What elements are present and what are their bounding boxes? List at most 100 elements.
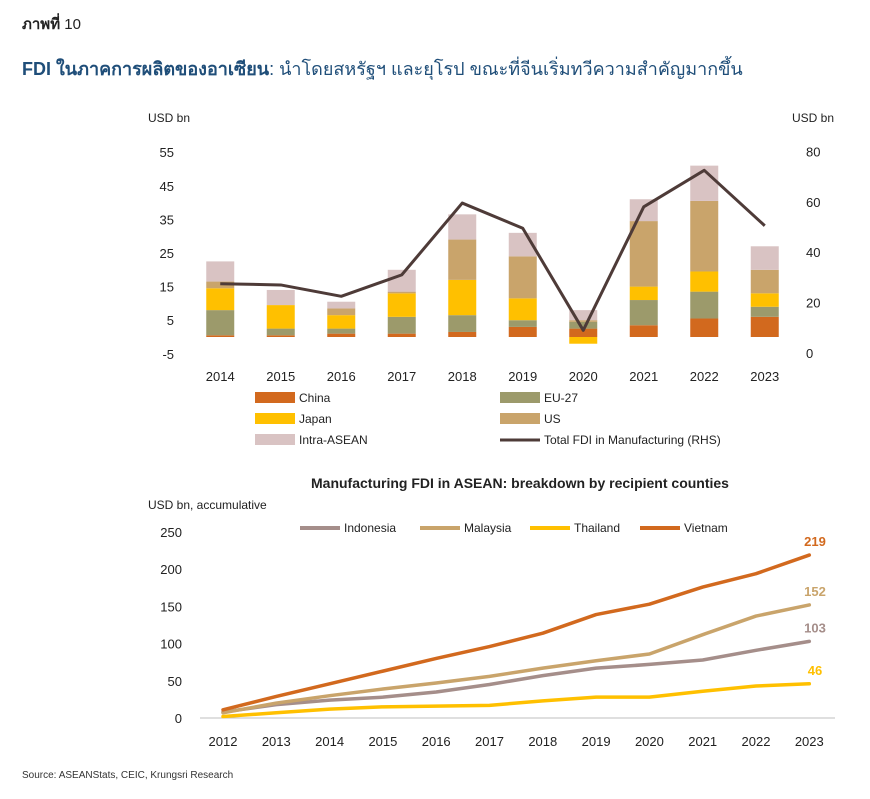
x-tick-label: 2018 bbox=[528, 734, 557, 749]
bar-segment-eu-27 bbox=[569, 321, 598, 329]
legend-label: China bbox=[299, 391, 331, 405]
bar-segment-intra-asean bbox=[448, 214, 477, 240]
legend-label: US bbox=[544, 412, 561, 426]
x-tick-label: 2021 bbox=[688, 734, 717, 749]
x-tick-label: 2015 bbox=[266, 369, 295, 384]
stacked-bar-chart: USD bn USD bn 55 45 35 25 15 5 -5 80 60 40 20 0 2014 20… bbox=[148, 111, 834, 447]
end-value-label: 103 bbox=[804, 620, 826, 635]
y-tick-left: 15 bbox=[160, 280, 174, 295]
legend-label: Thailand bbox=[574, 521, 620, 535]
bar-segment-us bbox=[387, 291, 416, 294]
x-tick-label: 2019 bbox=[582, 734, 611, 749]
headline: FDI ในภาคการผลิตของอาเซียน: นำโดยสหรัฐฯ … bbox=[22, 54, 743, 83]
figure-label: ภาพที่ 10 bbox=[22, 12, 81, 36]
series-line-thailand bbox=[221, 682, 812, 719]
end-value-label: 219 bbox=[804, 534, 826, 549]
bar-segment-eu-27 bbox=[327, 328, 356, 334]
bar-segment-eu-27 bbox=[508, 320, 537, 327]
x-tick-label: 2012 bbox=[209, 734, 238, 749]
bar-segment-china bbox=[750, 316, 779, 337]
x-tick-label: 2018 bbox=[448, 369, 477, 384]
bar-segment-eu-27 bbox=[690, 291, 719, 319]
bar-segment-us bbox=[690, 200, 719, 272]
x-tick-label: 2017 bbox=[387, 369, 416, 384]
legend-swatch bbox=[255, 434, 295, 445]
legend-label: Malaysia bbox=[464, 521, 512, 535]
bar-segment-intra-asean bbox=[206, 261, 235, 282]
y-tick-right: 80 bbox=[806, 144, 820, 159]
y-tick: 50 bbox=[168, 674, 182, 689]
y-tick: 150 bbox=[160, 599, 182, 614]
x-tick-label: 2017 bbox=[475, 734, 504, 749]
y-axis-label-right: USD bn bbox=[792, 111, 834, 125]
y-axis-label: USD bn, accumulative bbox=[148, 498, 267, 512]
bar-segment-us bbox=[508, 256, 537, 299]
bar-segment-intra-asean bbox=[750, 246, 779, 270]
bar-segment-intra-asean bbox=[266, 289, 295, 306]
bar-segment-china bbox=[206, 335, 235, 337]
bar-segment-japan bbox=[569, 337, 598, 344]
y-tick-right: 60 bbox=[806, 195, 820, 210]
bar-segment-us bbox=[750, 269, 779, 294]
source-note: Source: ASEANStats, CEIC, Krungsri Resea… bbox=[22, 770, 234, 781]
legend-label: Total FDI in Manufacturing (RHS) bbox=[544, 433, 721, 447]
bar-segment-japan bbox=[750, 293, 779, 307]
legend-label: Indonesia bbox=[344, 521, 396, 535]
chart-title: Manufacturing FDI in ASEAN: breakdown by… bbox=[311, 475, 729, 491]
x-tick-label: 2020 bbox=[569, 369, 598, 384]
x-tick-label: 2013 bbox=[262, 734, 291, 749]
bar-segment-china bbox=[448, 331, 477, 337]
series-line-malaysia bbox=[221, 603, 812, 715]
bar-segment-us bbox=[327, 308, 356, 316]
y-tick-left: -5 bbox=[162, 347, 174, 362]
legend-swatch bbox=[500, 392, 540, 403]
total-fdi-line bbox=[220, 168, 766, 332]
bar-segment-japan bbox=[690, 271, 719, 292]
y-tick-right: 20 bbox=[806, 296, 820, 311]
x-tick-label: 2016 bbox=[422, 734, 451, 749]
end-value-label: 46 bbox=[808, 663, 822, 678]
bar-segment-intra-asean bbox=[387, 269, 416, 292]
bar-segment-japan bbox=[266, 305, 295, 329]
y-axis-label-left: USD bn bbox=[148, 111, 190, 125]
series-line-vietnam bbox=[221, 553, 812, 712]
bar-segment-intra-asean bbox=[327, 301, 356, 309]
y-tick-left: 45 bbox=[160, 179, 174, 194]
bar-segment-china bbox=[508, 326, 537, 337]
y-tick-left: 25 bbox=[160, 246, 174, 261]
bar-segment-china bbox=[387, 333, 416, 337]
bar-segment-japan bbox=[629, 286, 658, 301]
bar-segment-japan bbox=[448, 279, 477, 316]
x-tick-label: 2020 bbox=[635, 734, 664, 749]
x-tick-label: 2019 bbox=[508, 369, 537, 384]
bar-segment-intra-asean bbox=[569, 310, 598, 321]
x-tick-label: 2014 bbox=[315, 734, 344, 749]
bar-segment-china bbox=[690, 318, 719, 337]
bar-segment-china bbox=[327, 333, 356, 337]
bar-segment-japan bbox=[508, 298, 537, 321]
bar-segment-china bbox=[629, 325, 658, 337]
bar-segment-eu-27 bbox=[750, 306, 779, 317]
bar-segment-japan bbox=[327, 315, 356, 329]
legend-swatch bbox=[500, 413, 540, 424]
bar-segment-eu-27 bbox=[387, 316, 416, 334]
headline-bold: FDI ในภาคการผลิตของอาเซียน bbox=[22, 59, 270, 79]
y-tick: 250 bbox=[160, 525, 182, 540]
legend-label: Intra-ASEAN bbox=[299, 433, 368, 447]
legend-label: EU-27 bbox=[544, 391, 578, 405]
x-tick-label: 2021 bbox=[629, 369, 658, 384]
y-tick-right: 0 bbox=[806, 346, 813, 361]
x-tick-label: 2016 bbox=[327, 369, 356, 384]
bar-segment-japan bbox=[206, 288, 235, 311]
y-tick-left: 55 bbox=[160, 145, 174, 160]
legend-swatch bbox=[255, 413, 295, 424]
headline-rest: : นำโดยสหรัฐฯ และยุโรป ขณะที่จีนเริ่มทวี… bbox=[269, 59, 743, 79]
legend-swatch bbox=[255, 392, 295, 403]
bar-segment-japan bbox=[387, 293, 416, 317]
x-tick-label: 2023 bbox=[750, 369, 779, 384]
x-tick-label: 2022 bbox=[690, 369, 719, 384]
bar-segment-us bbox=[448, 239, 477, 280]
bar-segment-us bbox=[629, 221, 658, 287]
bar-segment-us bbox=[569, 320, 598, 322]
y-tick: 100 bbox=[160, 637, 182, 652]
